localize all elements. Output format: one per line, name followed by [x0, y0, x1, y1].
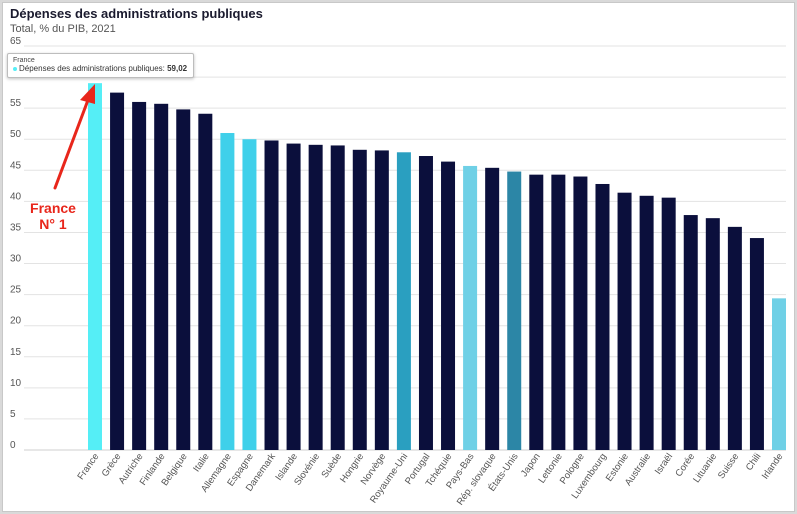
bar-danemark[interactable]	[264, 140, 279, 450]
bar-isra-l[interactable]	[661, 197, 676, 450]
x-tick-label: Chili	[744, 451, 764, 472]
y-tick-label: 10	[10, 378, 22, 389]
bar-luxembourg[interactable]	[595, 183, 610, 450]
y-tick-label: 30	[10, 254, 22, 265]
y-axis-ticks: 05101520253035404550556065	[10, 36, 22, 451]
bar-france[interactable]	[88, 83, 102, 450]
y-tick-label: 55	[10, 98, 22, 109]
y-tick-label: 50	[10, 129, 22, 140]
x-tick-label: France	[75, 451, 101, 482]
bar-irlande[interactable]	[772, 298, 786, 450]
y-tick-label: 20	[10, 316, 22, 327]
y-tick-label: 65	[10, 36, 22, 47]
bar-australie[interactable]	[639, 195, 654, 450]
bar-autriche[interactable]	[132, 101, 147, 450]
x-tick-label: Suisse	[716, 451, 741, 481]
bar--tats-unis[interactable]	[507, 171, 522, 450]
x-tick-label: Italie	[191, 451, 212, 474]
arrow-shaft	[53, 98, 90, 190]
bar-allemagne[interactable]	[220, 133, 235, 450]
bar-hongrie[interactable]	[352, 149, 367, 450]
bar-r-p-slovaque[interactable]	[485, 167, 500, 450]
bar-estonie[interactable]	[617, 192, 632, 450]
chart-subtitle: Total, % du PIB, 2021	[10, 23, 116, 35]
bar-portugal[interactable]	[418, 156, 433, 450]
bar-gr-ce[interactable]	[110, 92, 125, 450]
bar-chili[interactable]	[749, 238, 764, 450]
tooltip-line: Dépenses des administrations publiques: …	[13, 64, 187, 73]
y-tick-label: 35	[10, 222, 22, 233]
tooltip-series-dot	[13, 66, 17, 71]
bar-japon[interactable]	[529, 174, 544, 451]
bar-pays-bas[interactable]	[463, 165, 478, 451]
annotation-line-1: France	[30, 200, 76, 216]
tooltip: France Dépenses des administrations publ…	[7, 53, 195, 78]
annotation-line-2: N° 1	[39, 216, 67, 232]
bar-espagne[interactable]	[242, 139, 257, 450]
y-tick-label: 45	[10, 160, 22, 171]
x-tick-label: Irlande	[760, 451, 786, 481]
bar-lettonie[interactable]	[551, 174, 566, 451]
annotation-label: France N° 1	[20, 200, 86, 232]
y-tick-label: 40	[10, 191, 22, 202]
bar-norv-ge[interactable]	[374, 150, 389, 450]
bar-lituanie[interactable]	[705, 218, 720, 450]
y-tick-label: 5	[10, 409, 16, 420]
bar-su-de[interactable]	[330, 145, 345, 450]
y-tick-label: 15	[10, 347, 22, 358]
x-tick-label: Israël	[653, 451, 675, 476]
chart-title: Dépenses des administrations publiques	[10, 6, 263, 21]
bar-italie[interactable]	[198, 113, 213, 451]
annotation-arrow	[53, 84, 95, 190]
bars	[88, 83, 786, 451]
bar-tch-quie[interactable]	[441, 161, 456, 451]
tooltip-value: 59,02	[167, 64, 188, 73]
bar-islande[interactable]	[286, 143, 301, 450]
bar-pologne[interactable]	[573, 176, 588, 450]
bar-royaume-uni[interactable]	[396, 152, 411, 450]
bar-cor-e[interactable]	[683, 215, 698, 450]
bar-finlande[interactable]	[154, 103, 169, 451]
y-tick-label: 0	[10, 440, 16, 451]
bar-suisse[interactable]	[727, 226, 742, 450]
arrow-head	[80, 84, 95, 104]
bar-belgique[interactable]	[176, 109, 191, 451]
tooltip-series: Dépenses des administrations publiques:	[19, 64, 165, 73]
tooltip-country: France	[13, 57, 35, 64]
y-tick-label: 25	[10, 285, 22, 296]
bar-slov-nie[interactable]	[308, 144, 323, 450]
